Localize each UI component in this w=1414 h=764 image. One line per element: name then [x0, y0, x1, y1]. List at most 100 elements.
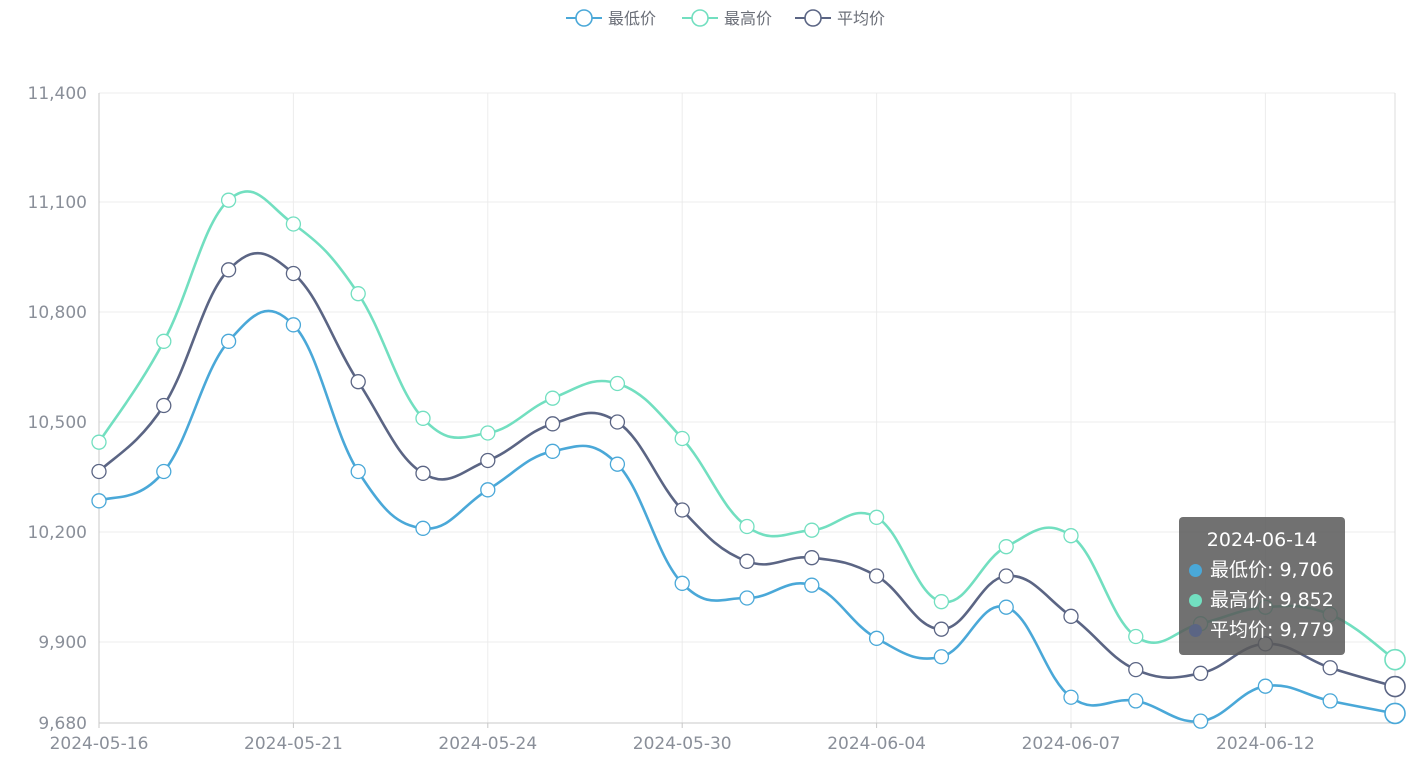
x-tick-label: 2024-06-04 [827, 734, 926, 754]
x-tick-label: 2024-06-12 [1216, 734, 1315, 754]
tooltip-row-min: 最低价: 9,706 [1189, 555, 1335, 585]
data-point[interactable] [609, 456, 626, 472]
data-point[interactable] [480, 482, 496, 498]
tooltip-label-max: 最高价: 9,852 [1210, 589, 1334, 611]
data-point[interactable] [1322, 660, 1338, 676]
x-tick-label: 2024-05-30 [633, 734, 732, 754]
data-point[interactable] [91, 493, 107, 509]
legend-item-avg[interactable]: 平均价 [795, 9, 885, 28]
data-point[interactable] [933, 594, 950, 610]
data-point[interactable] [156, 333, 172, 349]
data-point[interactable] [739, 553, 755, 569]
data-point[interactable] [1384, 675, 1406, 698]
grid-layer [99, 92, 1395, 723]
data-point[interactable] [804, 550, 820, 566]
y-tick-label: 10,800 [28, 303, 87, 323]
series-min [91, 309, 1406, 729]
data-point[interactable] [350, 286, 366, 302]
legend-marker-icon [575, 9, 593, 27]
axis-layer: 9,680 9,900 10,200 10,500 10,800 11,100 11,400… [28, 84, 1396, 754]
data-point[interactable] [220, 192, 237, 208]
legend[interactable]: 最低价 最高价 平均价 [566, 9, 885, 28]
data-point[interactable] [544, 390, 561, 406]
data-point[interactable] [156, 397, 172, 414]
y-tick-label: 9,680 [38, 714, 87, 734]
data-point[interactable] [998, 568, 1014, 584]
data-point[interactable] [1192, 665, 1209, 681]
tooltip-row-max: 最高价: 9,852 [1189, 585, 1335, 615]
data-point[interactable] [1192, 713, 1209, 729]
data-point[interactable] [480, 425, 496, 441]
data-point[interactable] [285, 317, 302, 333]
data-point[interactable] [220, 333, 237, 349]
legend-label: 最低价 [608, 9, 656, 28]
x-tick-label: 2024-05-24 [438, 734, 537, 754]
series-max [91, 190, 1406, 671]
data-point[interactable] [156, 463, 172, 480]
tooltip-dot-min [1189, 563, 1202, 577]
data-point[interactable] [544, 443, 561, 459]
data-point[interactable] [285, 265, 302, 282]
data-point[interactable] [285, 216, 302, 232]
data-point[interactable] [91, 434, 107, 450]
data-point[interactable] [91, 463, 107, 480]
y-tick-label: 11,100 [28, 193, 87, 213]
data-point[interactable] [804, 522, 820, 538]
tooltip-row-avg: 平均价: 9,779 [1189, 615, 1335, 645]
y-tick-label: 11,400 [28, 84, 87, 104]
data-point[interactable] [1128, 661, 1144, 678]
data-point[interactable] [1384, 702, 1406, 725]
tooltip-dot-max [1189, 593, 1202, 607]
data-point[interactable] [1322, 693, 1338, 709]
data-point[interactable] [868, 509, 885, 525]
data-point[interactable] [868, 630, 885, 646]
data-point[interactable] [1384, 648, 1406, 671]
data-point[interactable] [998, 539, 1014, 555]
data-point[interactable] [1063, 608, 1079, 624]
legend-label: 平均价 [837, 9, 885, 28]
legend-label: 最高价 [724, 9, 772, 28]
data-point[interactable] [1063, 528, 1079, 544]
y-tick-label: 9,900 [38, 633, 87, 653]
data-point[interactable] [674, 575, 690, 591]
legend-item-max[interactable]: 最高价 [682, 9, 772, 28]
legend-item-min[interactable]: 最低价 [566, 9, 656, 28]
x-tick-label: 2024-05-21 [244, 734, 343, 754]
data-point[interactable] [350, 374, 366, 390]
data-point[interactable] [350, 463, 366, 480]
data-point[interactable] [933, 649, 950, 665]
data-point[interactable] [609, 414, 626, 430]
legend-marker-icon [804, 9, 822, 27]
x-tick-label: 2024-06-07 [1022, 734, 1121, 754]
data-point[interactable] [1128, 628, 1144, 645]
data-point[interactable] [415, 520, 431, 536]
x-tick-label: 2024-05-16 [50, 734, 149, 754]
data-point[interactable] [804, 577, 820, 593]
data-point[interactable] [544, 416, 561, 432]
data-point[interactable] [739, 518, 755, 535]
series-avg [91, 251, 1406, 698]
data-point[interactable] [739, 590, 755, 606]
data-point[interactable] [933, 621, 950, 637]
data-point[interactable] [1063, 689, 1079, 705]
tooltip-label-avg: 平均价: 9,779 [1210, 619, 1334, 641]
data-point[interactable] [220, 262, 237, 278]
tooltip-dot-avg [1189, 623, 1202, 637]
tooltip-label-min: 最低价: 9,706 [1210, 559, 1334, 581]
data-point[interactable] [415, 410, 431, 426]
data-point[interactable] [415, 465, 431, 481]
y-tick-label: 10,200 [28, 523, 87, 543]
y-tick-label: 10,500 [28, 413, 87, 433]
series-layer [91, 190, 1406, 729]
data-point[interactable] [868, 568, 885, 584]
data-point[interactable] [674, 430, 690, 447]
data-point[interactable] [1128, 693, 1144, 709]
data-point[interactable] [480, 452, 496, 469]
data-point[interactable] [998, 599, 1014, 615]
data-point[interactable] [609, 375, 626, 392]
data-point[interactable] [1257, 678, 1274, 694]
data-point[interactable] [674, 502, 690, 518]
legend-marker-icon [691, 9, 709, 27]
